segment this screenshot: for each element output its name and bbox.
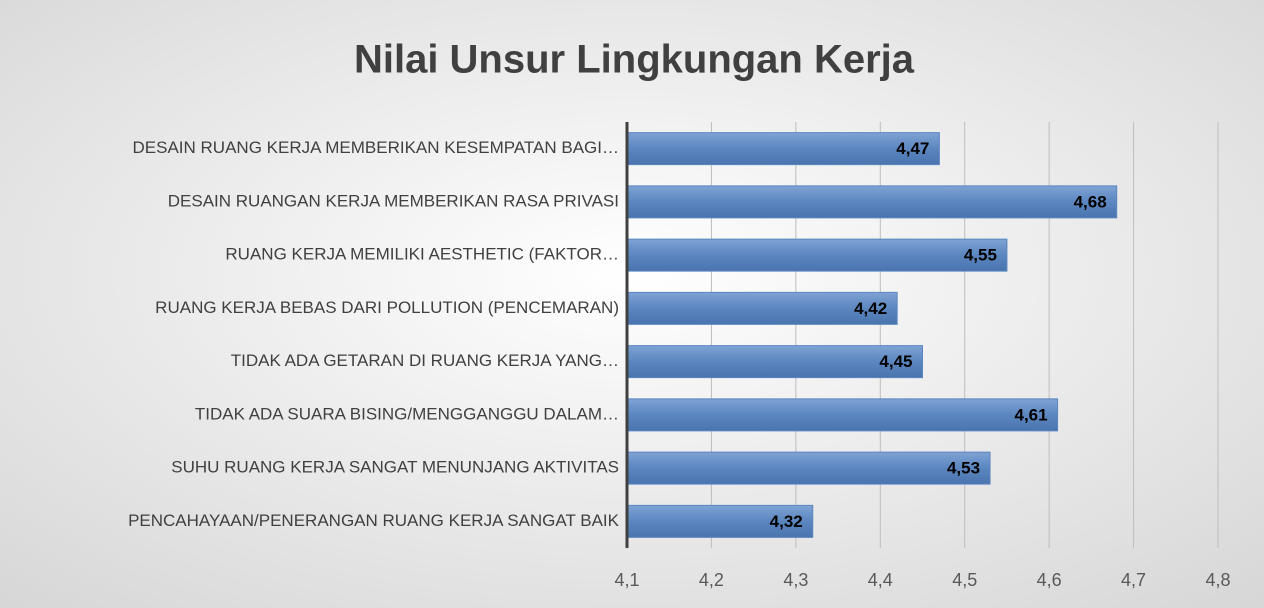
- bar: [626, 451, 991, 485]
- chart-title: Nilai Unsur Lingkungan Kerja: [354, 38, 915, 82]
- bar: [626, 504, 814, 538]
- bar: [626, 345, 923, 379]
- y-tick-label: RUANG KERJA MEMILIKI AESTHETIC (FAKTOR…: [225, 245, 619, 264]
- x-tick-label: 4,1: [614, 570, 639, 590]
- y-tick-label: DESAIN RUANGAN KERJA MEMBERIKAN RASA PRI…: [168, 191, 619, 210]
- y-tick-label: RUANG KERJA BEBAS DARI POLLUTION (PENCEM…: [155, 298, 619, 317]
- bar: [626, 238, 1008, 272]
- y-tick-label: TIDAK ADA GETARAN DI RUANG KERJA YANG…: [231, 351, 619, 370]
- x-tick-label: 4,6: [1037, 570, 1062, 590]
- y-tick-label: DESAIN RUANG KERJA MEMBERIKAN KESEMPATAN…: [133, 138, 619, 157]
- x-tick-label: 4,2: [699, 570, 724, 590]
- value-label: 4,45: [879, 352, 912, 371]
- x-tick-label: 4,7: [1121, 570, 1146, 590]
- bar: [626, 291, 898, 325]
- value-label: 4,68: [1074, 192, 1107, 211]
- value-label: 4,55: [964, 246, 997, 265]
- y-tick-label: TIDAK ADA SUARA BISING/MENGGANGGU DALAM…: [195, 404, 619, 423]
- value-label: 4,61: [1014, 405, 1047, 424]
- bar: [626, 185, 1118, 219]
- x-tick-label: 4,4: [868, 570, 893, 590]
- value-label: 4,53: [947, 459, 980, 478]
- value-label: 4,32: [770, 512, 803, 531]
- x-tick-label: 4,8: [1205, 570, 1230, 590]
- value-label: 4,42: [854, 299, 887, 318]
- x-tick-label: 4,3: [783, 570, 808, 590]
- bar: [626, 398, 1059, 432]
- bar: [626, 132, 940, 166]
- y-tick-label: PENCAHAYAAN/PENERANGAN RUANG KERJA SANGA…: [128, 511, 620, 530]
- y-tick-label: SUHU RUANG KERJA SANGAT MENUNJANG AKTIVI…: [171, 458, 619, 477]
- x-tick-label: 4,5: [952, 570, 977, 590]
- value-label: 4,47: [896, 139, 929, 158]
